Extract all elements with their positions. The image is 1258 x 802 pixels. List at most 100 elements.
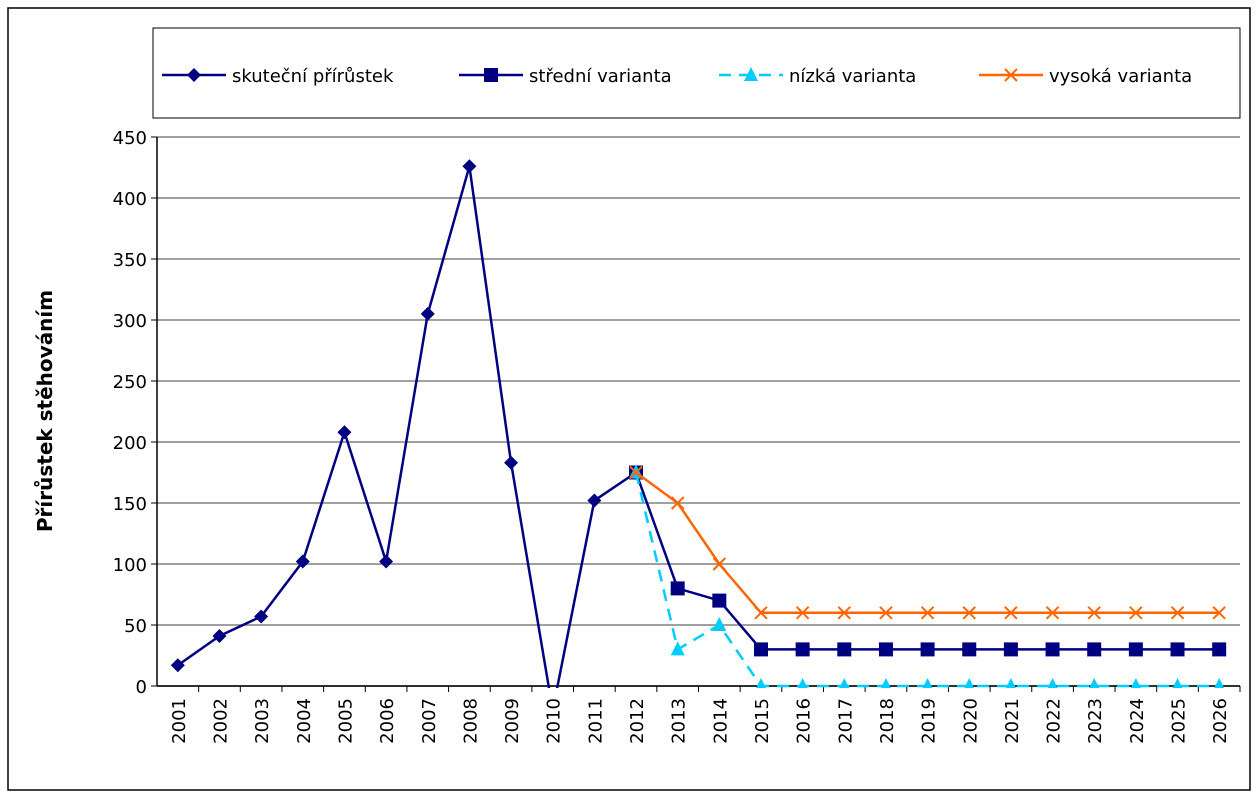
marker [1045,606,1060,620]
marker [254,609,269,624]
y-tick-label: 100 [113,555,147,576]
y-tick-label: 150 [113,494,147,515]
marker [1170,642,1185,657]
marker [962,642,977,657]
x-tick-label: 2012 [627,698,648,744]
marker [337,425,352,440]
marker [1129,606,1143,620]
x-tick-label: 2006 [377,698,398,744]
x-tick-label: 2007 [419,698,440,744]
y-tick-label: 0 [136,677,147,698]
x-tick-label: 2014 [710,698,731,744]
marker [839,678,850,688]
marker [1170,606,1185,620]
marker [1045,642,1060,657]
marker [922,678,933,688]
marker [670,641,685,656]
marker [755,678,766,688]
x-tick-label: 2005 [335,698,356,744]
x-tick-label: 2025 [1169,698,1190,744]
x-tick-label: 2015 [752,698,773,744]
marker [797,678,808,688]
marker [1172,678,1183,688]
legend-label: střední varianta [529,66,672,87]
marker [795,642,810,657]
marker [379,554,394,569]
y-tick-label: 300 [113,311,147,332]
marker [837,642,852,657]
marker [1212,606,1226,620]
marker [670,581,685,596]
y-tick-label: 350 [113,250,147,271]
plot-area [170,159,1227,688]
marker [170,658,185,673]
marker [462,159,477,174]
x-tick-label: 2001 [169,698,190,744]
marker [879,606,893,620]
x-tick-label: 2021 [1002,698,1023,744]
y-tick-label: 50 [124,616,147,637]
marker [795,606,810,620]
y-axis-label: Přírůstek stěhováním [33,290,57,532]
marker [754,606,768,620]
marker [1047,678,1058,688]
marker [1212,642,1227,657]
marker [878,642,893,657]
marker [964,678,975,688]
x-tick-label: 2013 [669,698,690,744]
marker [420,306,435,321]
legend-box [152,27,1241,119]
marker [1089,678,1100,688]
x-tick-label: 2022 [1044,698,1065,744]
marker [1214,678,1225,688]
y-tick-label: 200 [113,433,147,454]
marker [295,554,310,569]
y-tick-label: 450 [113,128,147,149]
x-tick-label: 2024 [1127,698,1148,744]
marker [744,67,758,81]
x-tick-label: 2020 [960,698,981,744]
y-tick-label: 400 [113,189,147,210]
y-tick-label: 250 [113,372,147,393]
marker [504,455,519,470]
marker [837,606,851,620]
marker [712,557,727,571]
marker [587,493,602,508]
marker [1005,678,1016,688]
x-tick-label: 2017 [835,698,856,744]
marker [920,606,935,620]
legend-label: vysoká varianta [1049,66,1192,87]
x-tick-label: 2018 [877,698,898,744]
marker [920,642,935,657]
marker [1128,642,1143,657]
marker [1003,642,1018,657]
x-tick-label: 2016 [794,698,815,744]
x-tick-label: 2002 [210,698,231,744]
x-tick-label: 2011 [585,698,606,744]
marker [629,465,643,480]
marker [187,68,201,82]
x-tick-label: 2008 [460,698,481,744]
legend-label: skuteční přírůstek [232,66,394,87]
chart-frame [7,7,1251,791]
marker [1004,68,1018,82]
x-tick-label: 2009 [502,698,523,744]
marker [212,628,227,643]
series-line [177,165,637,688]
x-tick-label: 2026 [1210,698,1231,744]
marker [753,642,768,657]
marker [670,496,685,510]
marker [484,68,498,82]
x-tick-label: 2019 [919,698,940,744]
marker [1087,606,1101,620]
marker [1087,642,1102,657]
x-tick-label: 2003 [252,698,273,744]
marker [1004,606,1018,620]
x-tick-label: 2010 [544,698,565,744]
legend-label: nízká varianta [789,66,916,87]
x-tick-label: 2023 [1085,698,1106,744]
marker [880,678,891,688]
x-tick-label: 2004 [294,698,315,744]
marker [962,606,976,620]
